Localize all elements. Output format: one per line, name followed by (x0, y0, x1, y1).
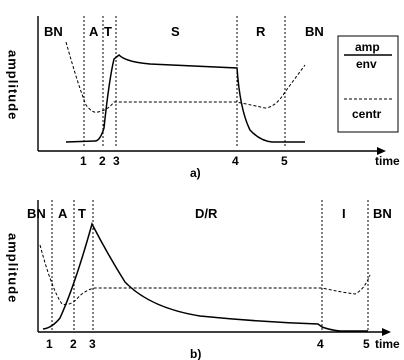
legend: amp env centr (337, 35, 399, 133)
panel-a-segment-t: T (104, 24, 112, 39)
panel-a-envelope-curve (65, 53, 305, 143)
panel-a-segment-bn-start: BN (44, 24, 63, 39)
panel-b-segment-t: T (78, 206, 86, 221)
panel-b-marker-4: 4 (317, 337, 324, 351)
panel-b-centroid-curve (39, 244, 371, 305)
panel-b-segment-dr: D/R (195, 206, 218, 221)
panel-b-segment-i: I (342, 206, 346, 221)
panel-a-segment-bn-end: BN (305, 24, 324, 39)
legend-amp-label: amp (355, 40, 380, 54)
panel-b-marker-1: 1 (46, 337, 53, 351)
panel-b-marker-3: 3 (89, 337, 96, 351)
panel-b-marker-5: 5 (363, 337, 370, 351)
panel-a-marker-1: 1 (80, 154, 87, 168)
panel-a-segment-s: S (171, 24, 180, 39)
legend-env-label: env (356, 57, 377, 71)
panel-a-x-arrow (377, 147, 386, 155)
panel-a-time-label: time (375, 154, 400, 168)
panel-b-x-arrow (382, 328, 391, 336)
panel-a-marker-3: 3 (113, 154, 120, 168)
panel-a-marker-4: 4 (232, 154, 239, 168)
panel-b-envelope-curve (42, 221, 368, 332)
panel-b-segment-a: A (58, 206, 68, 221)
panel-b-caption: b) (190, 347, 201, 360)
panel-b: amplitude BN A T D/R I BN 1 2 3 4 5 time… (6, 200, 400, 360)
panel-a-segment-r: R (256, 24, 266, 39)
panel-a-marker-5: 5 (281, 154, 288, 168)
panel-a: amplitude BN A T S R BN 1 2 3 4 5 time a… (6, 16, 400, 180)
panel-b-time-label: time (375, 337, 400, 351)
panel-a-y-axis-label: amplitude (6, 50, 21, 120)
legend-box (337, 35, 399, 133)
panel-a-marker-2: 2 (99, 154, 106, 168)
legend-centr-label: centr (352, 107, 382, 121)
panel-b-segment-bn-start: BN (27, 206, 46, 221)
panel-b-segment-bn-end: BN (373, 206, 392, 221)
panel-a-caption: a) (190, 166, 201, 180)
panel-b-y-axis-label: amplitude (6, 233, 21, 303)
panel-a-centroid-curve (65, 41, 306, 113)
panel-b-marker-2: 2 (70, 337, 77, 351)
panel-a-segment-a: A (89, 24, 99, 39)
